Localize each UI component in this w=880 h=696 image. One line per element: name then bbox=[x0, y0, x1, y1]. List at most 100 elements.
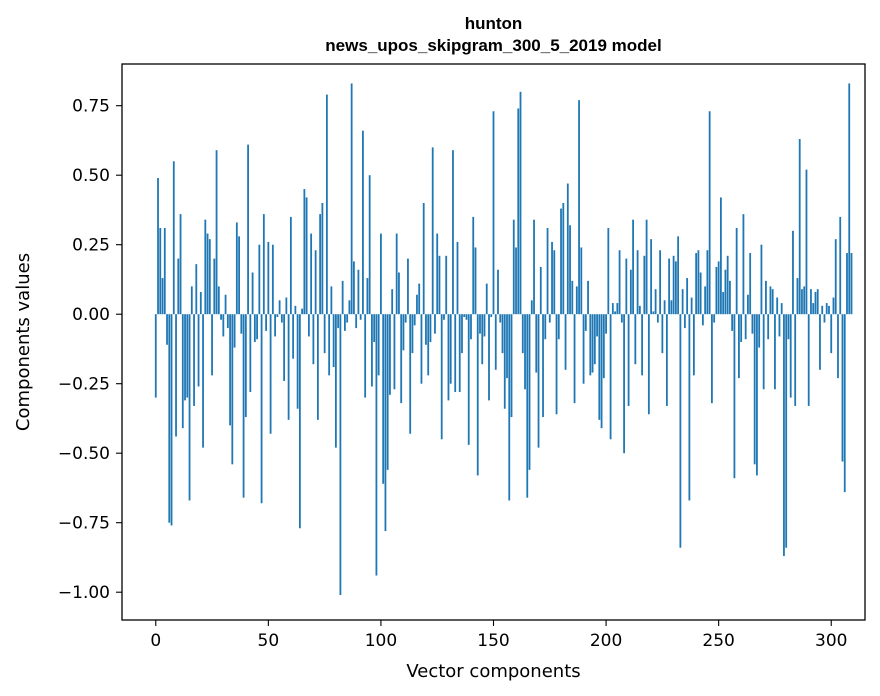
bar-65 bbox=[301, 308, 304, 315]
bar-204 bbox=[614, 311, 616, 315]
y-tick-label: −0.50 bbox=[58, 444, 110, 464]
bar-276 bbox=[776, 297, 779, 315]
bar-98 bbox=[375, 314, 378, 576]
bar-171 bbox=[539, 266, 542, 315]
bar-139 bbox=[467, 314, 470, 445]
y-axis-ticks: 0.75 0.50 0.25 0.00 −0.25 −0.50 −0.75 −1.00 bbox=[58, 97, 122, 603]
bar-152 bbox=[497, 269, 499, 315]
bar-93 bbox=[364, 314, 367, 398]
bar-83 bbox=[341, 280, 344, 315]
bar-188 bbox=[578, 100, 580, 315]
bar-148 bbox=[488, 314, 490, 401]
bar-236 bbox=[686, 278, 689, 315]
bar-194 bbox=[591, 314, 594, 373]
bar-229 bbox=[670, 300, 673, 315]
bar-217 bbox=[643, 255, 646, 315]
bar-306 bbox=[843, 314, 846, 493]
bar-155 bbox=[503, 314, 506, 409]
bar-41 bbox=[247, 144, 249, 315]
bar-277 bbox=[778, 314, 781, 337]
bar-164 bbox=[524, 314, 526, 390]
bar-281 bbox=[787, 314, 790, 340]
bar-253 bbox=[724, 269, 727, 315]
bar-24 bbox=[208, 239, 211, 315]
bar-175 bbox=[548, 314, 551, 323]
bar-70 bbox=[312, 314, 315, 365]
bar-213 bbox=[634, 314, 637, 365]
bar-130 bbox=[447, 314, 450, 401]
bar-191 bbox=[584, 314, 587, 331]
bar-4 bbox=[163, 228, 166, 315]
bar-185 bbox=[571, 280, 574, 315]
bar-145 bbox=[481, 314, 484, 365]
bar-228 bbox=[668, 258, 671, 315]
bar-195 bbox=[593, 314, 596, 365]
bar-288 bbox=[803, 286, 806, 315]
bar-151 bbox=[494, 314, 497, 370]
bar-308 bbox=[848, 83, 851, 315]
bar-184 bbox=[569, 225, 571, 315]
bar-167 bbox=[530, 300, 533, 315]
bar-267 bbox=[756, 314, 758, 476]
bar-182 bbox=[564, 314, 567, 370]
y-tick-label: 0.25 bbox=[72, 236, 110, 256]
bar-192 bbox=[587, 280, 589, 315]
bar-274 bbox=[771, 289, 774, 315]
bar-284 bbox=[794, 314, 797, 406]
bar-201 bbox=[607, 228, 610, 315]
bar-39 bbox=[242, 314, 245, 498]
bar-179 bbox=[557, 314, 560, 340]
bar-307 bbox=[846, 253, 848, 315]
bar-242 bbox=[699, 272, 702, 315]
bar-222 bbox=[654, 289, 657, 315]
bar-113 bbox=[409, 314, 412, 434]
bar-181 bbox=[562, 203, 565, 315]
bar-103 bbox=[386, 314, 389, 470]
bar-22 bbox=[204, 219, 207, 315]
bar-60 bbox=[289, 216, 292, 315]
bar-147 bbox=[485, 283, 488, 315]
bar-156 bbox=[506, 314, 508, 379]
bar-143 bbox=[476, 314, 479, 476]
bar-12 bbox=[181, 314, 184, 429]
bar-30 bbox=[222, 314, 225, 337]
bar-62 bbox=[294, 305, 297, 315]
bar-197 bbox=[598, 314, 601, 420]
bar-161 bbox=[517, 108, 520, 315]
bar-111 bbox=[404, 314, 407, 323]
bar-71 bbox=[314, 250, 317, 315]
bar-280 bbox=[785, 314, 788, 548]
bar-46 bbox=[258, 244, 261, 315]
bar-29 bbox=[220, 314, 222, 320]
bar-20 bbox=[199, 291, 202, 315]
bar-265 bbox=[751, 314, 754, 334]
bar-168 bbox=[533, 219, 535, 315]
bar-176 bbox=[551, 241, 553, 315]
bar-298 bbox=[825, 303, 828, 315]
bar-212 bbox=[632, 219, 634, 315]
bar-97 bbox=[373, 314, 376, 342]
bar-154 bbox=[501, 314, 504, 354]
bar-26 bbox=[213, 258, 216, 315]
bar-7 bbox=[170, 314, 173, 526]
bar-232 bbox=[677, 236, 680, 315]
bar-117 bbox=[418, 283, 421, 315]
bar-137 bbox=[463, 314, 466, 317]
y-tick-label: 0.00 bbox=[72, 305, 110, 325]
bar-170 bbox=[537, 314, 540, 448]
bar-118 bbox=[420, 314, 423, 384]
bar-270 bbox=[762, 314, 765, 390]
bar-127 bbox=[440, 314, 443, 440]
bar-215 bbox=[638, 305, 641, 315]
bar-203 bbox=[611, 303, 614, 315]
bar-278 bbox=[780, 303, 783, 315]
bar-114 bbox=[411, 314, 414, 354]
bar-6 bbox=[168, 314, 171, 523]
bar-183 bbox=[566, 183, 569, 315]
bar-16 bbox=[190, 286, 193, 315]
bar-91 bbox=[359, 314, 362, 320]
bar-33 bbox=[229, 314, 231, 426]
bar-86 bbox=[348, 300, 351, 315]
bar-305 bbox=[841, 314, 844, 462]
